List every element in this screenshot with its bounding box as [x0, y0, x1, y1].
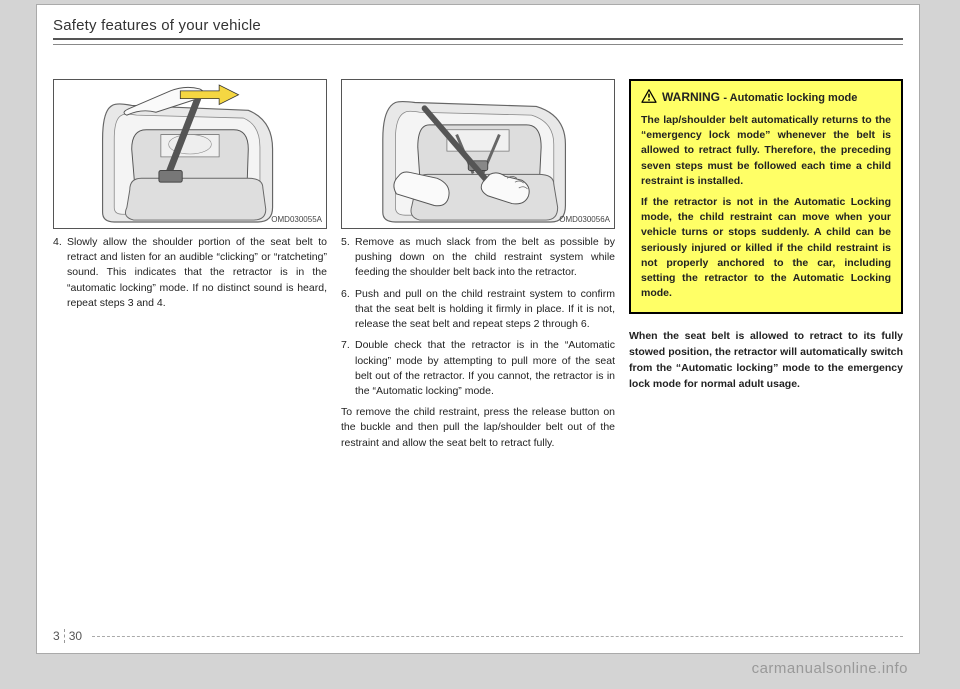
note-text: When the seat belt is allowed to retract…	[629, 328, 903, 393]
step-6: 6. Push and pull on the child restraint …	[341, 287, 615, 333]
step-6-num: 6.	[341, 287, 355, 333]
column-1: OMD030055A 4. Slowly allow the shoulder …	[53, 79, 327, 451]
column-2: OMD030056A 5. Remove as much slack from …	[341, 79, 615, 451]
manual-page: Safety features of your vehicle	[36, 4, 920, 654]
step-4-text: Slowly allow the shoulder portion of the…	[67, 235, 327, 311]
step-5-num: 5.	[341, 235, 355, 281]
removal-instructions: To remove the child restraint, press the…	[341, 405, 615, 451]
page-number: 3 30	[53, 629, 82, 643]
step-7: 7. Double check that the retractor is in…	[341, 338, 615, 399]
step-5: 5. Remove as much slack from the belt as…	[341, 235, 615, 281]
warning-label: WARNING	[662, 90, 720, 104]
step-6-text: Push and pull on the child restraint sys…	[355, 287, 615, 333]
warning-subtitle: - Automatic locking mode	[723, 92, 857, 104]
step-7-num: 7.	[341, 338, 355, 399]
step-7-text: Double check that the retractor is in th…	[355, 338, 615, 399]
section-number: 3	[53, 629, 65, 643]
step-5-text: Remove as much slack from the belt as po…	[355, 235, 615, 281]
footer-dots	[92, 636, 903, 637]
illustration-1: OMD030055A	[53, 79, 327, 229]
warning-heading: WARNING - Automatic locking mode	[641, 89, 891, 107]
watermark: carmanualsonline.info	[752, 660, 908, 677]
column-3: WARNING - Automatic locking mode The lap…	[629, 79, 903, 451]
page-footer: 3 30	[53, 629, 903, 643]
warning-icon	[641, 89, 657, 103]
step-4-num: 4.	[53, 235, 67, 311]
page-no: 30	[69, 629, 82, 643]
warning-p2: If the retractor is not in the Automatic…	[641, 195, 891, 302]
content-columns: OMD030055A 4. Slowly allow the shoulder …	[53, 45, 903, 451]
illustration-2: OMD030056A	[341, 79, 615, 229]
header-title: Safety features of your vehicle	[53, 17, 903, 34]
page-header: Safety features of your vehicle	[53, 17, 903, 40]
warning-p1: The lap/shoulder belt automatically retu…	[641, 113, 891, 189]
warning-box: WARNING - Automatic locking mode The lap…	[629, 79, 903, 314]
illustration-2-code: OMD030056A	[559, 214, 610, 226]
step-4: 4. Slowly allow the shoulder portion of …	[53, 235, 327, 311]
illustration-1-code: OMD030055A	[271, 214, 322, 226]
